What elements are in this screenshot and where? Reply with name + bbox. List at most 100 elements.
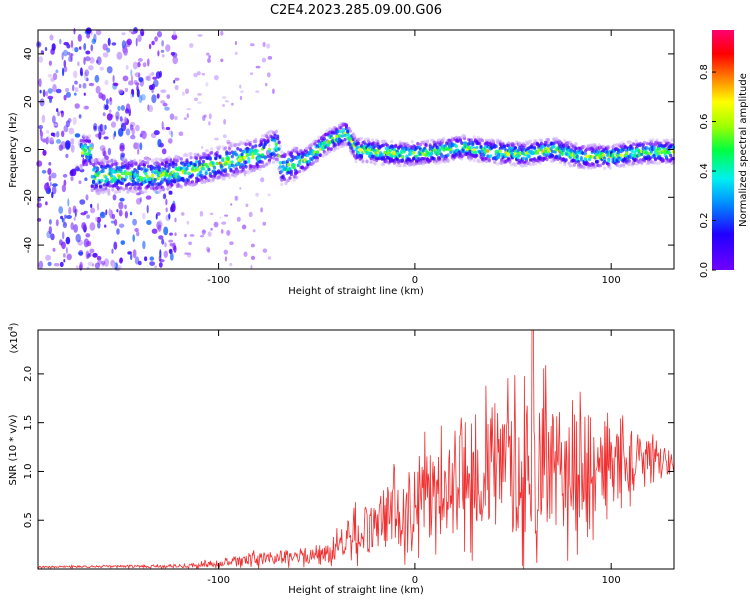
spectrogram-noise-cell bbox=[131, 31, 136, 35]
spectrogram-noise-cell bbox=[214, 75, 219, 81]
spectrogram-band-cell bbox=[399, 149, 403, 154]
spectrogram-noise-cell bbox=[71, 47, 75, 51]
spectrogram-noise-cell bbox=[203, 114, 207, 118]
spectrogram-band-cell bbox=[441, 154, 445, 158]
spectrogram-noise-cell bbox=[266, 43, 271, 49]
spectrogram-noise-cell bbox=[155, 213, 158, 220]
spectrogram-noise-cell bbox=[239, 187, 242, 190]
spectrogram-band-cell bbox=[115, 162, 119, 166]
spectrogram-noise-cell bbox=[65, 91, 71, 98]
spectrogram-band-cell bbox=[669, 153, 673, 158]
spectrogram-noise-cell bbox=[201, 146, 204, 149]
spectrogram-band-cell bbox=[179, 185, 184, 189]
spectrogram-band-cell bbox=[572, 155, 577, 159]
spectrogram-noise-cell bbox=[44, 182, 50, 192]
y-tick-label: -40 bbox=[23, 237, 34, 253]
spectrogram-noise-cell bbox=[124, 211, 128, 219]
spectrogram-band-cell bbox=[262, 145, 266, 150]
spectrogram-noise-cell bbox=[125, 65, 129, 70]
spectrogram-noise-cell bbox=[137, 142, 140, 152]
spectrogram-band-cell bbox=[259, 164, 263, 169]
spectrogram-band-cell bbox=[336, 129, 340, 134]
spectrogram-band-cell bbox=[104, 189, 108, 194]
spectrogram-band-cell bbox=[539, 144, 544, 149]
spectrogram-band-cell bbox=[97, 170, 101, 175]
spectrogram-noise-cell bbox=[85, 27, 92, 34]
spectrogram-band-cell bbox=[288, 167, 292, 171]
spectrogram-band-cell bbox=[522, 156, 526, 161]
spectrogram-band-cell bbox=[671, 156, 676, 161]
spectrogram-band-cell bbox=[269, 156, 273, 160]
spectrogram-noise-cell bbox=[235, 195, 239, 201]
spectrogram-band-cell bbox=[392, 150, 397, 155]
spectrogram-band-cell bbox=[193, 152, 197, 157]
spectrogram-band-cell bbox=[438, 148, 442, 153]
spectrogram-band-cell bbox=[359, 154, 364, 158]
spectrogram-band-cell bbox=[215, 161, 219, 166]
spectrogram-panel: -100 0 100 -40 -20 0 20 40 Height of straight l… bbox=[8, 27, 676, 297]
spectrogram-noise-cell bbox=[262, 41, 266, 48]
spectrogram-noise-cell bbox=[47, 168, 52, 175]
spectrogram-band-cell bbox=[438, 155, 442, 160]
spectrogram-noise-cell bbox=[70, 138, 75, 145]
spectrogram-band-cell bbox=[261, 160, 265, 165]
spectrogram-band-cell bbox=[446, 153, 450, 157]
spectrogram-band-cell bbox=[92, 180, 96, 184]
spectrogram-noise-cell bbox=[165, 126, 171, 131]
spectrogram-band-cell bbox=[343, 133, 347, 138]
spectrogram-band-cell bbox=[333, 146, 337, 151]
spectrogram-noise-cell bbox=[146, 220, 152, 225]
spectrogram-band-cell bbox=[410, 140, 414, 144]
spectrogram-band-cell bbox=[258, 156, 262, 161]
spectrogram-band-cell bbox=[359, 136, 364, 141]
spectrogram-band-cell bbox=[475, 153, 479, 158]
spectrogram-noise-cell bbox=[272, 88, 275, 95]
spectrogram-noise-cell bbox=[74, 166, 81, 172]
spectrogram-noise-cell bbox=[145, 75, 149, 81]
spectrogram-band-cell bbox=[133, 172, 137, 177]
spectrogram-noise-cell bbox=[142, 62, 147, 68]
spectrogram-noise-cell bbox=[56, 108, 59, 113]
spectrogram-noise-cell bbox=[186, 108, 191, 111]
spectrogram-band-cell bbox=[135, 170, 140, 174]
spectrogram-noise-cell bbox=[42, 89, 46, 98]
snr-x-axis-label: Height of straight line (km) bbox=[288, 585, 424, 596]
spectrogram-noise-cell bbox=[184, 233, 187, 238]
spectrogram-noise-cell bbox=[45, 136, 49, 145]
spectrogram-band-cell bbox=[247, 156, 251, 161]
spectrogram-noise-cell bbox=[265, 82, 268, 87]
spectrogram-noise-cell bbox=[38, 56, 44, 63]
spectrogram-band-cell bbox=[107, 180, 111, 185]
spectrogram-noise-cell bbox=[88, 82, 95, 87]
spectrogram-noise-cell bbox=[149, 256, 155, 261]
spectrogram-noise-cell bbox=[52, 115, 56, 124]
spectrogram-band-cell bbox=[648, 156, 652, 161]
x-tick-label: -100 bbox=[207, 575, 230, 586]
spectrogram-band-cell bbox=[144, 161, 148, 165]
spectrogram-band-cell bbox=[651, 138, 655, 142]
spectrogram-noise-cell bbox=[119, 145, 125, 152]
spectrogram-noise-cell bbox=[75, 233, 81, 243]
spectrogram-band-cell bbox=[615, 163, 619, 167]
spectrogram-band-cell bbox=[131, 189, 135, 194]
spectrogram-noise-cell bbox=[161, 54, 165, 58]
spectrogram-band-cell bbox=[288, 176, 292, 180]
spectrogram-noise-cell bbox=[113, 82, 119, 87]
spectrogram-band-cell bbox=[164, 160, 168, 165]
spectrogram-band-cell bbox=[365, 159, 369, 163]
spectrogram-noise-cell bbox=[51, 185, 57, 195]
spectrogram-noise-cell bbox=[260, 207, 263, 213]
spectrogram-band-cell bbox=[542, 152, 546, 157]
spectrogram-band-cell bbox=[347, 133, 351, 138]
spectrogram-noise-cell bbox=[51, 43, 56, 51]
spectrogram-band-cell bbox=[247, 170, 251, 175]
spectrogram-band-cell bbox=[563, 139, 567, 143]
spectrogram-band-cell bbox=[256, 164, 260, 169]
spectrogram-noise-cell bbox=[214, 137, 219, 141]
spectrogram-noise-cell bbox=[60, 215, 64, 220]
spectrogram-noise-cell bbox=[151, 40, 155, 46]
x-tick-label: 0 bbox=[412, 275, 418, 286]
spectrogram-band-cell bbox=[568, 164, 573, 168]
spectrogram-band-cell bbox=[163, 178, 167, 182]
spectrogram-band-cell bbox=[82, 138, 86, 142]
